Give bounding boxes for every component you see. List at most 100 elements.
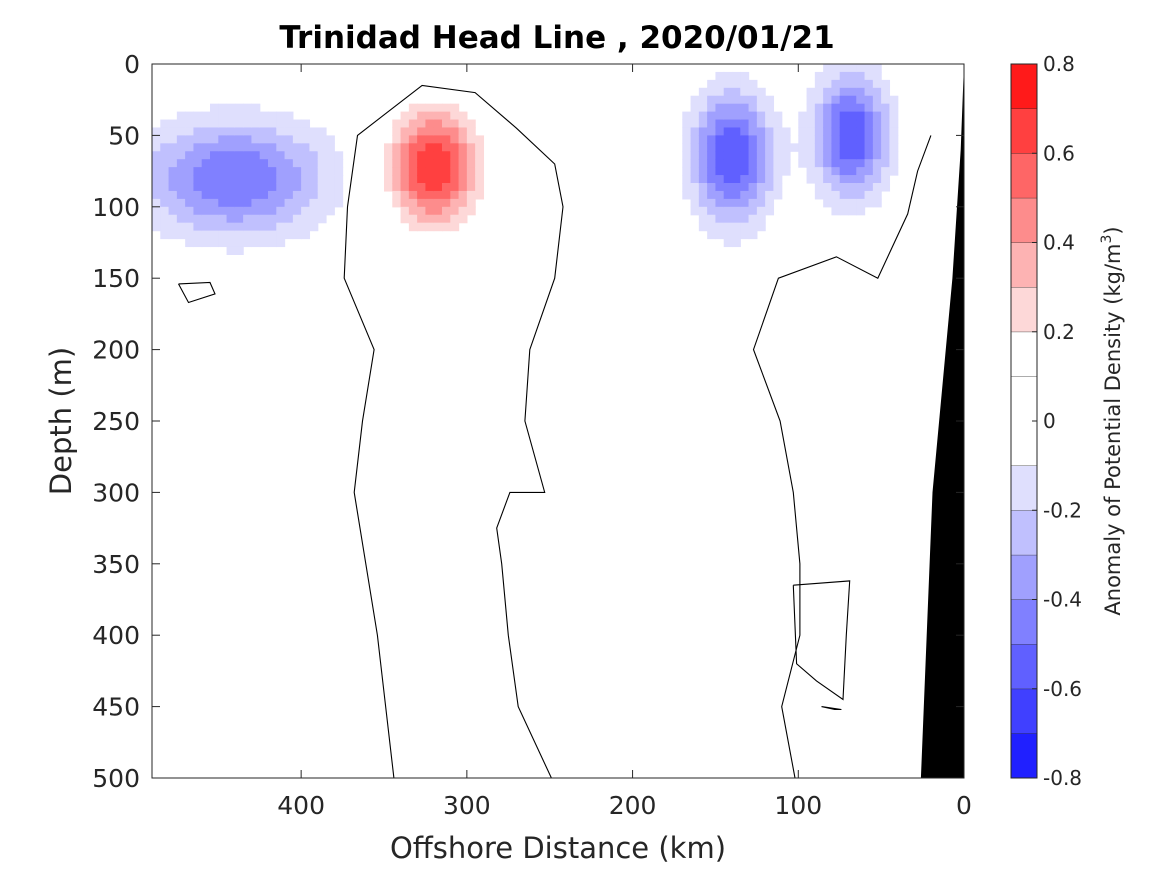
contour-cell	[756, 111, 766, 121]
contour-cell	[856, 135, 866, 144]
contour-cell	[765, 151, 775, 160]
contour-cell	[466, 151, 476, 160]
contour-cell	[889, 159, 899, 168]
contour-cell	[193, 119, 203, 129]
contour-cell	[317, 175, 327, 184]
contour-cell	[276, 159, 286, 168]
contour-cell	[309, 206, 319, 216]
contour-cell	[732, 222, 741, 232]
contour-cell	[243, 198, 253, 208]
contour-cell	[176, 111, 186, 121]
contour-cell	[185, 151, 195, 160]
x-tick-label: 200	[609, 791, 657, 820]
contour-cell	[276, 135, 286, 144]
contour-cell	[723, 143, 733, 152]
contour-cell	[226, 103, 236, 113]
contour-cell	[732, 167, 741, 176]
contour-cell	[292, 151, 302, 160]
contour-cell	[193, 159, 203, 168]
contour-cell	[185, 159, 195, 168]
contour-cell	[176, 175, 186, 184]
contour-cell	[872, 167, 882, 176]
contour-cell	[408, 206, 418, 216]
contour-cell	[748, 230, 758, 240]
contour-cell	[152, 214, 161, 224]
contour-cell	[276, 151, 286, 160]
contour-cell	[889, 119, 899, 129]
contour-cell	[309, 135, 319, 144]
contour-cell	[864, 87, 874, 97]
contour-cell	[715, 151, 725, 160]
contour-cell	[301, 230, 311, 240]
contour-cell	[408, 159, 418, 168]
contour-cell	[839, 103, 849, 113]
contour-cell	[442, 175, 451, 184]
contour-cell	[765, 135, 775, 144]
contour-cell	[400, 183, 410, 192]
contour-cell	[856, 175, 866, 184]
contour-cell	[690, 151, 700, 160]
contour-cell	[408, 214, 418, 224]
contour-cell	[226, 127, 236, 136]
contour-cell	[723, 198, 733, 208]
contour-cell	[848, 183, 857, 192]
contour-cell	[384, 167, 393, 176]
contour-cell	[740, 111, 750, 121]
contour-cell	[334, 175, 344, 184]
contour-cell	[765, 190, 775, 200]
contour-cell	[152, 159, 161, 168]
x-tick-label: 0	[956, 791, 972, 820]
contour-cell	[814, 71, 824, 81]
contour-cell	[698, 214, 708, 224]
contour-cell	[740, 175, 750, 184]
contour-cell	[152, 175, 161, 184]
contour-cell	[698, 206, 708, 216]
contour-cell	[723, 95, 733, 105]
contour-cell	[259, 222, 269, 232]
y-tick-label: 500	[92, 764, 140, 793]
contour-cell	[400, 143, 410, 152]
contour-cell	[806, 143, 816, 152]
contour-cell	[698, 119, 708, 129]
contour-cell	[243, 183, 253, 192]
contour-cell	[864, 111, 874, 121]
contour-cell	[210, 159, 219, 168]
contour-cell	[234, 183, 244, 192]
contour-cell	[284, 135, 294, 144]
contour-cell	[417, 111, 427, 121]
contour-cell	[176, 198, 186, 208]
contour-cell	[210, 119, 219, 129]
contour-cell	[881, 135, 891, 144]
contour-cell	[160, 214, 170, 224]
contour-cell	[466, 190, 476, 200]
contour-cell	[864, 151, 874, 160]
contour-cell	[284, 222, 294, 232]
contour-cell	[160, 119, 170, 129]
contour-cell	[839, 135, 849, 144]
contour-cell	[831, 119, 841, 129]
contour-cell	[309, 167, 319, 176]
contour-cell	[690, 183, 700, 192]
contour-cell	[707, 222, 717, 232]
contour-cell	[856, 151, 866, 160]
contour-cell	[872, 64, 882, 73]
contour-cell	[251, 167, 261, 176]
contour-cell	[773, 159, 783, 168]
contour-cell	[889, 135, 899, 144]
contour-cell	[160, 206, 170, 216]
y-tick-label: 450	[92, 693, 140, 722]
contour-cell	[889, 111, 899, 121]
contour-cell	[284, 143, 294, 152]
contour-cell	[433, 214, 443, 224]
contour-cell	[466, 135, 476, 144]
contour-cell	[732, 95, 741, 105]
contour-cell	[168, 198, 178, 208]
contour-cell	[848, 119, 857, 129]
contour-cell	[856, 159, 866, 168]
contour-cell	[334, 183, 344, 192]
contour-cell	[740, 135, 750, 144]
contour-cell	[475, 143, 485, 152]
contour-cell	[723, 190, 733, 200]
colorbar-tick-label: 0.2	[1043, 320, 1075, 344]
contour-cell	[856, 79, 866, 89]
